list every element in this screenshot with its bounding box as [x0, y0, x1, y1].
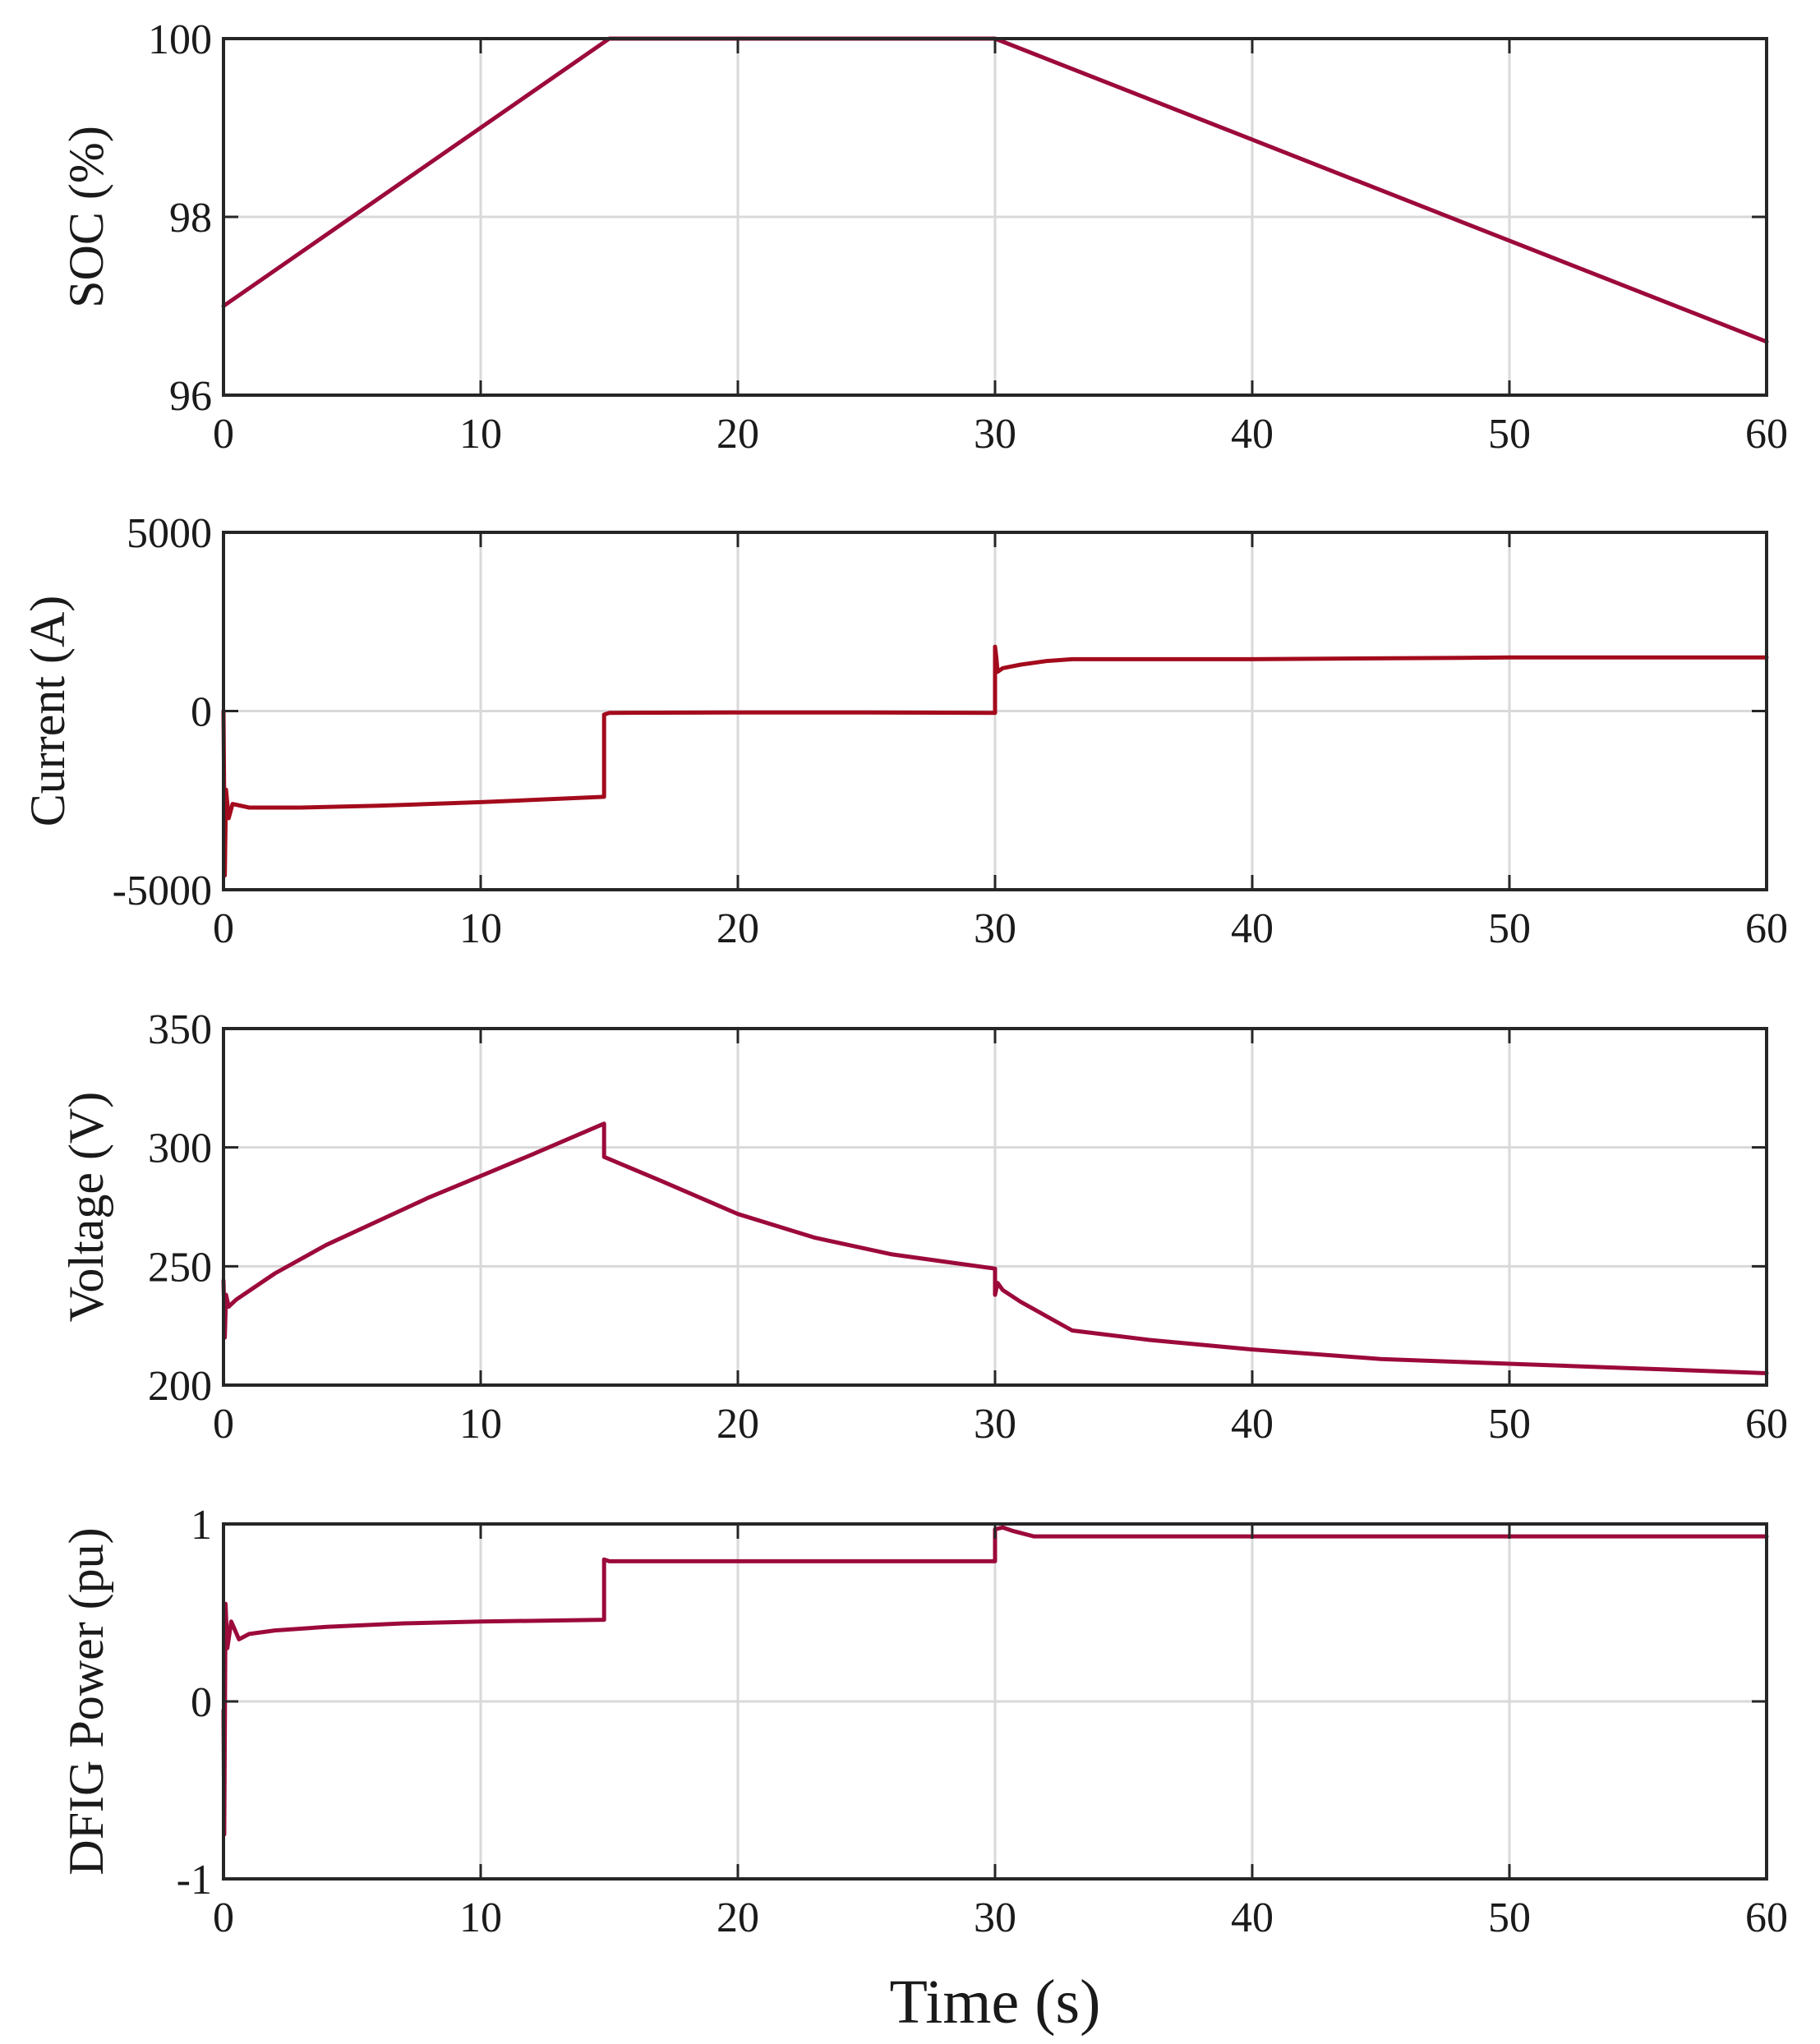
voltage-series-line [221, 1121, 1769, 1375]
y-tick-label: -1 [177, 1857, 212, 1904]
x-axis-label: Time (s) [890, 1968, 1101, 2037]
dfig-power-y-axis-label: DFIG Power (pu) [59, 1527, 113, 1875]
x-tick-label: 50 [1488, 1401, 1531, 1448]
x-tick-label: 30 [974, 411, 1016, 458]
x-tick-label: 40 [1231, 1894, 1274, 1941]
x-tick-label: 0 [213, 1401, 234, 1448]
x-tick-label: 60 [1745, 1401, 1788, 1448]
y-tick-label: 1 [191, 1502, 212, 1549]
x-tick-label: 20 [716, 905, 759, 952]
soc-y-axis-label: SOC (%) [59, 126, 113, 308]
x-tick-label: 10 [459, 1894, 502, 1941]
y-tick-label: 0 [191, 1679, 212, 1726]
y-tick-label: 250 [148, 1244, 212, 1291]
x-tick-label: 30 [974, 905, 1016, 952]
y-tick-label: 5000 [127, 510, 212, 557]
x-tick-label: 20 [716, 411, 759, 458]
x-tick-label: 0 [213, 411, 234, 458]
x-tick-label: 30 [974, 1401, 1016, 1448]
y-tick-label: 96 [169, 373, 212, 420]
x-tick-label: 0 [213, 1894, 234, 1941]
x-tick-label: 40 [1231, 1401, 1274, 1448]
x-tick-label: 50 [1488, 411, 1531, 458]
dfig-power-series-line [221, 1525, 1769, 1837]
y-tick-label: 300 [148, 1126, 212, 1172]
x-tick-label: 20 [716, 1401, 759, 1448]
x-tick-label: 30 [974, 1894, 1016, 1941]
x-tick-label: 60 [1745, 1894, 1788, 1941]
y-tick-label: 200 [148, 1363, 212, 1410]
x-tick-label: 40 [1231, 905, 1274, 952]
x-tick-label: 10 [459, 1401, 502, 1448]
panel-soc: 0 10 20 30 40 50 60 96 98 100 SOC (%) [59, 16, 1788, 458]
current-y-axis-label: Current (A) [21, 596, 75, 827]
current-series-line [221, 644, 1769, 878]
x-tick-label: 10 [459, 411, 502, 458]
y-tick-label: 350 [148, 1006, 212, 1053]
y-tick-label: 98 [169, 195, 212, 242]
x-tick-label: 10 [459, 905, 502, 952]
voltage-y-axis-label: Voltage (V) [59, 1092, 113, 1323]
x-tick-label: 50 [1488, 1894, 1531, 1941]
panel-voltage: 0 10 20 30 40 50 60 200 250 300 350 Voltage (V) [59, 1006, 1788, 1448]
x-tick-label: 0 [213, 905, 234, 952]
x-tick-label: 60 [1745, 905, 1788, 952]
y-tick-label: 0 [191, 689, 212, 736]
x-tick-label: 20 [716, 1894, 759, 1941]
x-tick-label: 50 [1488, 905, 1531, 952]
x-tick-label: 60 [1745, 411, 1788, 458]
y-tick-label: -5000 [113, 868, 212, 914]
x-tick-label: 40 [1231, 411, 1274, 458]
y-tick-label: 100 [148, 16, 212, 63]
